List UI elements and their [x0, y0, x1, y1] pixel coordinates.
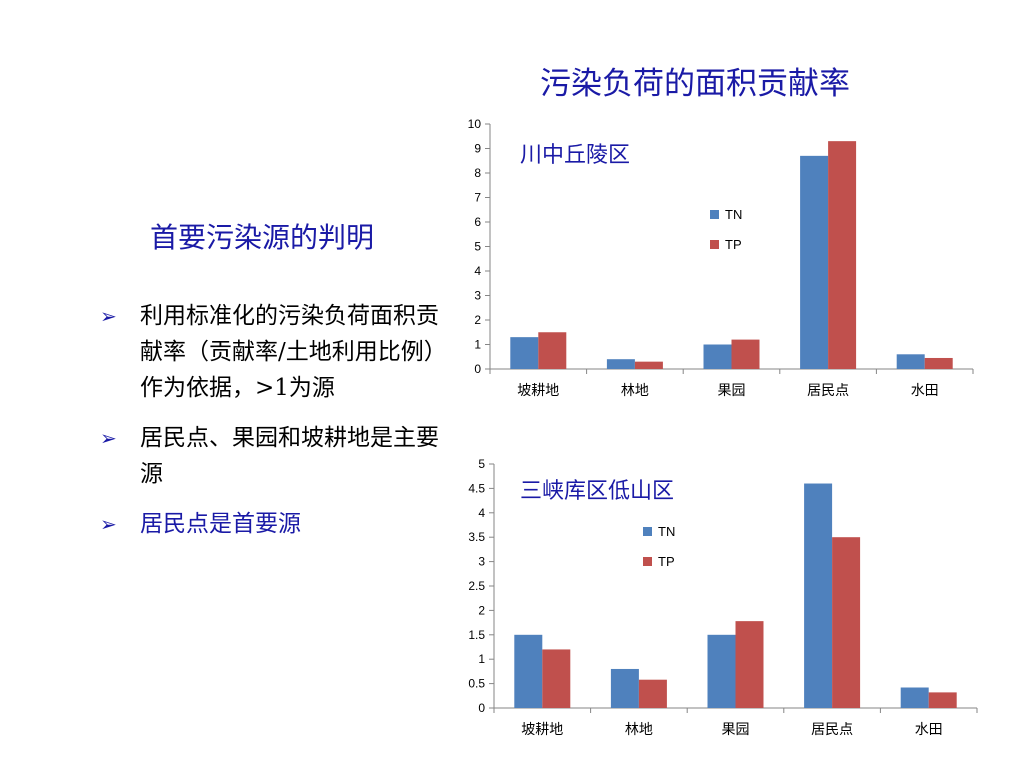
x-tick-label: 水田 [911, 383, 939, 399]
x-tick-label: 坡耕地 [517, 382, 559, 399]
slide-title: 污染负荷的面积贡献率 [540, 66, 850, 102]
bar-tn [900, 687, 929, 708]
y-tick-label: 6 [474, 215, 481, 229]
bar-tn [800, 155, 829, 369]
y-tick-label: 5 [474, 240, 481, 254]
arrow-bullet-icon: ➢ [100, 512, 117, 536]
bullet-text: 利用标准化的污染负荷面积贡献率（贡献率/土地利用比例）作为依据，>1为源 [140, 303, 439, 401]
bar-tn [896, 354, 925, 369]
bar-tp [638, 679, 667, 708]
bar-tp [832, 537, 861, 708]
legend-swatch [643, 527, 652, 536]
bar-tp [828, 141, 857, 369]
y-tick-label: 0 [478, 701, 485, 715]
y-tick-label: 0.5 [468, 677, 485, 691]
y-tick-label: 4 [474, 264, 481, 278]
x-tick-label: 林地 [621, 383, 649, 399]
chart-tn-tp-lowmountain: 0 0.5 1 1.5 2 2.5 3 3.5 4 4.5 5 坡耕地 林地 果园 居民点 水田 三峡库区低山区… [468, 457, 978, 738]
legend-swatch [710, 210, 719, 219]
bar-tn [804, 483, 833, 708]
y-tick-label: 4 [478, 506, 485, 520]
y-tick-label: 8 [474, 166, 481, 180]
bar-tp [924, 357, 953, 369]
y-tick-label: 3 [478, 555, 485, 569]
bullet-item: ➢ 居民点是首要源 [100, 506, 440, 542]
x-tick-label: 坡耕地 [521, 721, 563, 738]
y-tick-label: 0 [474, 362, 481, 376]
y-tick-label: 1.5 [468, 628, 485, 642]
y-tick-label: 5 [478, 457, 485, 471]
x-tick-label: 水田 [915, 722, 943, 738]
y-tick-label: 2 [478, 603, 485, 617]
bullet-list: ➢ 利用标准化的污染负荷面积贡献率（贡献率/土地利用比例）作为依据，>1为源 ➢… [100, 298, 440, 556]
legend-label: TN [725, 207, 742, 222]
y-tick-label: 2 [474, 313, 481, 327]
bar-tn [606, 359, 635, 369]
bar-tn [510, 337, 539, 369]
legend-label: TP [658, 554, 675, 569]
legend-swatch [643, 557, 652, 566]
bar-tn [610, 668, 639, 708]
chart-title: 川中丘陵区 [520, 143, 630, 168]
x-tick-label: 果园 [718, 383, 746, 399]
y-tick-label: 9 [474, 142, 481, 156]
bullet-item: ➢ 利用标准化的污染负荷面积贡献率（贡献率/土地利用比例）作为依据，>1为源 [100, 298, 440, 406]
bar-tn [703, 344, 732, 369]
bar-tp [735, 621, 764, 708]
chart-title: 三峡库区低山区 [520, 479, 674, 504]
y-tick-label: 1 [478, 652, 485, 666]
bar-tp [542, 649, 571, 708]
bar-tp [634, 361, 663, 369]
arrow-bullet-icon: ➢ [100, 304, 117, 328]
x-tick-label: 果园 [722, 722, 750, 738]
bullet-item: ➢ 居民点、果园和坡耕地是主要源 [100, 420, 440, 492]
bullet-text: 居民点、果园和坡耕地是主要源 [140, 425, 439, 487]
bullet-text: 居民点是首要源 [140, 511, 301, 537]
legend-label: TN [658, 524, 675, 539]
arrow-bullet-icon: ➢ [100, 426, 117, 450]
x-tick-label: 林地 [625, 722, 653, 738]
chart-tn-tp-hilly: 0 1 2 3 4 5 6 7 8 9 10 坡耕地 林地 果园 居民点 水田 川中丘陵区 TN TP [468, 117, 974, 399]
legend-swatch [710, 240, 719, 249]
y-tick-label: 2.5 [468, 579, 485, 593]
x-tick-label: 居民点 [811, 722, 853, 738]
y-tick-label: 1 [474, 338, 481, 352]
bar-tp [538, 332, 567, 369]
legend-label: TP [725, 237, 742, 252]
x-tick-label: 居民点 [807, 383, 849, 399]
y-tick-label: 3.5 [468, 530, 485, 544]
y-tick-label: 3 [474, 289, 481, 303]
bar-tn [707, 634, 736, 708]
section-heading: 首要污染源的判明 [150, 221, 375, 254]
bar-tn [514, 634, 543, 708]
y-tick-label: 10 [468, 117, 482, 131]
bar-tp [731, 339, 760, 369]
bar-tp [928, 692, 957, 708]
y-tick-label: 4.5 [468, 481, 485, 495]
y-tick-label: 7 [474, 191, 481, 205]
